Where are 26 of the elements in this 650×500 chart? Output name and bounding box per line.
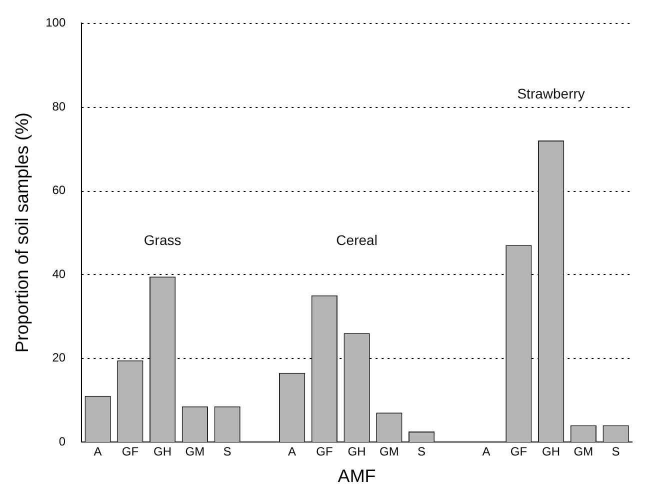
x-tick-label: A (288, 444, 296, 459)
y-tick-label: 40 (52, 266, 66, 281)
y-tick-label: 80 (52, 99, 66, 114)
x-tick-label: GH (154, 444, 172, 459)
x-tick-label: A (94, 444, 102, 459)
x-tick-label: GF (122, 444, 139, 459)
x-tick-label: A (482, 444, 490, 459)
x-tick-label: S (612, 444, 620, 459)
x-tick-label: GF (510, 444, 528, 459)
y-tick-label: 60 (52, 183, 66, 198)
y-axis-title: Proportion of soil samples (%) (12, 112, 32, 353)
y-tick-label: 100 (46, 16, 66, 30)
x-axis-title: AMF (338, 466, 376, 486)
annotation: Strawberry (517, 86, 585, 102)
annotation: Grass (144, 232, 182, 248)
x-tick-label: GH (348, 444, 366, 459)
x-tick-label: GH (542, 444, 560, 459)
x-tick-label: S (418, 444, 426, 459)
x-tick-label: S (223, 444, 232, 459)
x-tick-label: GM (574, 444, 594, 459)
x-tick-label: GM (380, 444, 399, 459)
y-tick-label: 20 (52, 350, 66, 365)
annotation: Cereal (336, 232, 378, 248)
x-tick-label: GF (316, 444, 333, 459)
y-tick-label: 0 (58, 434, 66, 448)
x-tick-label: GM (185, 444, 205, 459)
